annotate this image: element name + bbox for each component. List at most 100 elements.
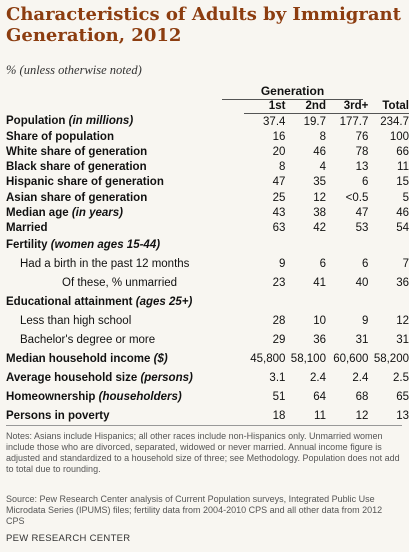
table-row: Average household size (persons) 3.1 2.4… <box>6 369 409 388</box>
cell: 177.7 <box>339 115 369 128</box>
cell: 11 <box>314 410 326 422</box>
divider <box>6 425 402 426</box>
cell: 8 <box>319 130 326 143</box>
cell: 2.5 <box>393 372 409 384</box>
cell: 6 <box>361 176 369 189</box>
row-label: Less than high school <box>20 315 132 327</box>
table-row: White share of generation 20 46 78 66 <box>6 144 409 159</box>
cell: 100 <box>389 130 409 143</box>
cell: 15 <box>396 176 409 189</box>
subtitle: % (unless otherwise noted) <box>6 63 142 77</box>
table-row: Married 63 42 53 54 <box>6 220 409 235</box>
cell: 6 <box>361 258 369 270</box>
header-row: 1st 2nd 3rd+ Total <box>6 99 409 114</box>
organization-label: PEW RESEARCH CENTER <box>6 533 131 544</box>
cell: 29 <box>272 334 286 346</box>
table-row: Population (in millions) 37.4 19.7 177.7… <box>6 114 409 130</box>
page-title: Characteristics of Adults by Immigrant G… <box>6 4 401 46</box>
table-row: Persons in poverty 18 11 12 13 <box>6 407 409 426</box>
cell: 35 <box>313 176 326 189</box>
cell: 42 <box>313 221 326 234</box>
cell: 234.7 <box>380 115 409 128</box>
cell: 45,800 <box>250 353 286 365</box>
cell <box>244 293 286 312</box>
cell: 76 <box>355 130 369 143</box>
cell: 4 <box>319 161 326 174</box>
cell: 46 <box>396 206 409 219</box>
cell: 63 <box>272 221 286 234</box>
cell: 18 <box>272 410 286 422</box>
row-label: Share of population <box>6 130 114 143</box>
cell: 65 <box>396 391 409 403</box>
cell <box>368 293 409 312</box>
cell: 9 <box>361 315 369 327</box>
cell: 13 <box>355 161 369 174</box>
table-row: Share of population 16 8 76 100 <box>6 129 409 144</box>
cell: 37.4 <box>263 115 286 128</box>
row-label: Black share of generation <box>6 161 147 174</box>
cell: <0.5 <box>345 191 369 204</box>
table-row: Hispanic share of generation 47 35 6 15 <box>6 175 409 190</box>
table-row: Had a birth in the past 12 months 9 6 6 … <box>6 255 409 274</box>
cell: 9 <box>279 258 286 270</box>
cell: 28 <box>272 315 286 327</box>
table-row: Fertility (women ages 15-44) <box>6 236 409 255</box>
cell: 64 <box>313 391 326 403</box>
column-header: 1st <box>243 99 286 114</box>
cell <box>326 293 368 312</box>
cell: 36 <box>396 277 409 289</box>
cell: 36 <box>313 334 326 346</box>
cell: 54 <box>396 221 409 234</box>
row-label: Median household income ($) <box>6 353 168 365</box>
cell: 12 <box>396 315 409 327</box>
cell: 23 <box>272 277 286 289</box>
cell: 47 <box>355 206 369 219</box>
cell: 5 <box>402 191 409 204</box>
cell: 13 <box>396 410 409 422</box>
cell: 78 <box>355 145 369 158</box>
generation-header: Generation <box>222 84 363 100</box>
cell: 53 <box>355 221 369 234</box>
cell <box>285 293 326 312</box>
table-row: Median household income ($) 45,800 58,10… <box>6 350 409 369</box>
cell <box>368 236 409 255</box>
cell: 51 <box>272 391 286 403</box>
table-row: Bachelor's degree or more 29 36 31 31 <box>6 331 409 350</box>
row-label: Of these, % unmarried <box>62 277 178 289</box>
row-label: Average household size (persons) <box>6 372 193 384</box>
row-label: Persons in poverty <box>6 410 110 422</box>
cell: 43 <box>272 206 286 219</box>
row-label: Educational attainment (ages 25+) <box>6 296 193 308</box>
cell: 16 <box>272 130 286 143</box>
cell: 41 <box>313 277 326 289</box>
cell: 47 <box>272 176 286 189</box>
cell: 10 <box>313 315 326 327</box>
table-row: Black share of generation 8 4 13 11 <box>6 160 409 175</box>
cell <box>326 236 368 255</box>
cell: 7 <box>402 258 409 270</box>
cell: 46 <box>313 145 326 158</box>
row-label: Bachelor's degree or more <box>20 334 156 346</box>
row-label: Married <box>6 221 48 234</box>
cell: 8 <box>279 161 286 174</box>
header-blank <box>6 99 244 114</box>
data-table: 1st 2nd 3rd+ Total Population (in millio… <box>6 99 409 426</box>
cell: 58,100 <box>290 353 326 365</box>
cell: 25 <box>272 191 286 204</box>
cell: 20 <box>272 145 286 158</box>
cell: 60,600 <box>333 353 369 365</box>
table-row: Homeownership (householders) 51 64 68 65 <box>6 388 409 407</box>
cell: 11 <box>397 161 409 174</box>
cell: 58,200 <box>373 353 409 365</box>
row-label: Homeownership (householders) <box>6 391 182 403</box>
cell <box>244 236 286 255</box>
row-label: Fertility (women ages 15-44) <box>6 239 161 251</box>
cell <box>285 236 326 255</box>
table-row: Asian share of generation 25 12 <0.5 5 <box>6 190 409 205</box>
cell: 2.4 <box>352 372 369 384</box>
cell: 40 <box>355 277 369 289</box>
column-header: Total <box>368 99 409 114</box>
row-label: White share of generation <box>6 145 148 158</box>
cell: 3.1 <box>269 372 286 384</box>
table-row: Of these, % unmarried 23 41 40 36 <box>6 274 409 293</box>
